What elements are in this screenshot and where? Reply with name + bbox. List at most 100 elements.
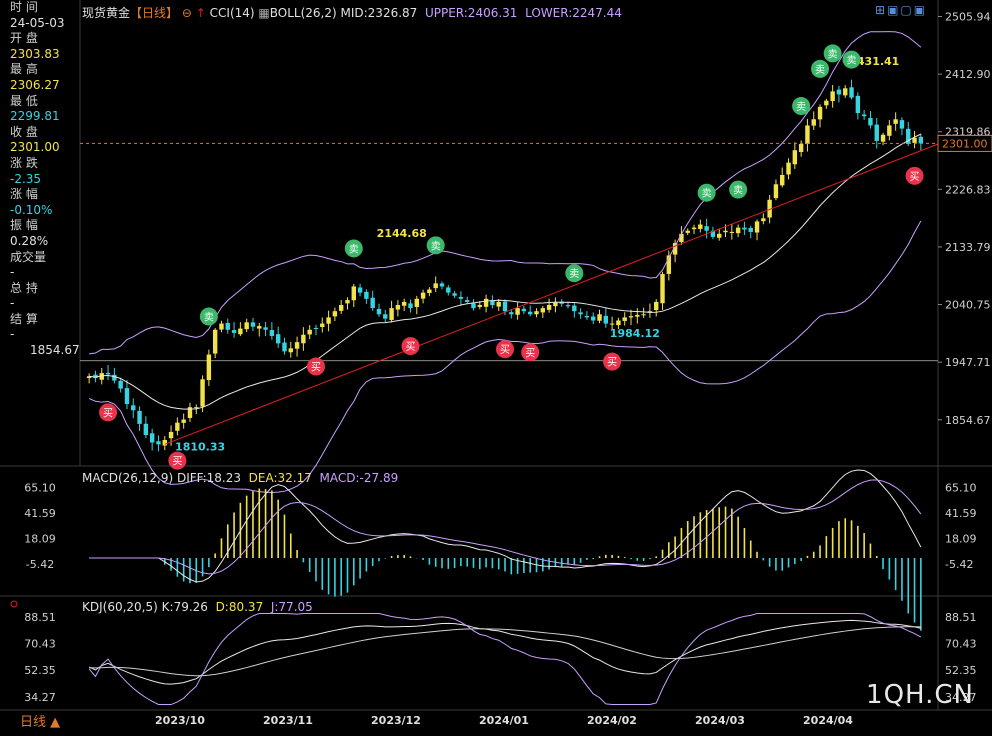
candle-body — [735, 227, 741, 234]
sell-signal — [842, 50, 861, 69]
boll-label[interactable]: BOLL(26,2) — [269, 6, 337, 20]
candle-body — [798, 144, 804, 152]
kdj-header: KDJ(60,20,5) K:79.26 D:80.37 J:77.05 — [82, 600, 313, 614]
settle-value: - — [10, 327, 15, 342]
candle-body — [93, 374, 98, 379]
buy-signal — [521, 343, 540, 362]
kdj-d: D:80.37 — [215, 600, 264, 614]
candle-body — [471, 303, 476, 309]
buy-signal-label: 买 — [500, 344, 510, 356]
candle-body — [698, 224, 703, 229]
candle-body — [420, 292, 426, 299]
open-value: 2303.83 — [10, 46, 60, 61]
sell-signal-label: 卖 — [431, 240, 441, 252]
sell-signal — [792, 97, 811, 116]
minimize-icon[interactable]: ▣ — [887, 3, 901, 17]
candle-body — [395, 305, 401, 310]
candle-body — [338, 305, 344, 311]
candle-body — [326, 317, 331, 324]
buy-signal-label: 买 — [607, 357, 617, 369]
candle-body — [609, 323, 615, 325]
price-axis-label: 2040.75 — [945, 299, 991, 312]
candle-body — [433, 283, 438, 289]
candle-body — [231, 330, 237, 333]
cci-icon: ↑ — [195, 6, 206, 20]
candle-body — [591, 316, 596, 321]
pct-label: 涨 幅 — [10, 187, 38, 202]
kdj-title[interactable]: KDJ(60,20,5) — [82, 600, 158, 614]
candle-body — [521, 308, 527, 312]
buy-signal — [99, 403, 118, 422]
candle-body — [849, 87, 854, 98]
candle-body — [464, 300, 470, 302]
high-value: 2306.27 — [10, 77, 60, 92]
sell-signal — [729, 180, 748, 199]
candle-body — [792, 150, 798, 165]
kdj-axis-label: 52.35 — [945, 664, 977, 677]
candle-body — [817, 106, 823, 120]
settle-label: 结 算 — [10, 311, 38, 326]
macd-title[interactable]: MACD(26,12,9) — [82, 471, 174, 485]
candle-body — [288, 348, 293, 353]
candle-body — [439, 283, 445, 287]
macd-axis-label: 65.10 — [945, 481, 977, 494]
price-axis-label: 1854.67 — [945, 414, 991, 427]
buy-signal — [496, 340, 514, 359]
period-tab[interactable]: 日线 ▲ — [20, 715, 61, 730]
macd-value: MACD:-27.89 — [319, 471, 399, 485]
candle-body — [282, 342, 287, 352]
candle-body — [855, 95, 861, 114]
settings-icon[interactable]: ⊖ — [181, 6, 192, 20]
candle-body — [515, 308, 520, 315]
buy-signal — [905, 166, 924, 185]
amp-label: 振 幅 — [10, 218, 38, 233]
kdj-j-line — [88, 612, 922, 706]
candle-body — [137, 410, 142, 424]
boll-lower-line — [88, 220, 922, 493]
macd-dea-line — [89, 479, 922, 575]
candle-body — [124, 388, 130, 405]
sell-signal — [823, 44, 842, 63]
buy-signal — [168, 451, 187, 470]
kdj-axis-label: 34.27 — [945, 691, 977, 704]
cci-label[interactable]: CCI(14) — [209, 6, 255, 20]
amp-value: 0.28% — [10, 233, 49, 248]
low-label: 最 低 — [10, 93, 38, 108]
window-controls: ⊞▣▢▣ — [875, 3, 927, 17]
boll-lower: LOWER:2247.44 — [525, 6, 622, 20]
close-icon[interactable]: ▣ — [913, 3, 928, 17]
candle-body — [294, 342, 300, 349]
open-label: 开 盘 — [10, 31, 38, 46]
change-label: 涨 跌 — [10, 155, 38, 170]
float-icon[interactable]: ▢ — [900, 3, 914, 17]
candle-body — [534, 311, 539, 315]
last-price-tag — [937, 134, 992, 152]
instrument-name[interactable]: 现货黄金 — [82, 6, 131, 20]
fullscreen-icon[interactable]: ⊞ — [875, 3, 888, 17]
candle-body — [401, 301, 407, 306]
sell-signal — [697, 183, 716, 202]
candle-body — [704, 226, 709, 231]
kdj-axis-label-left: 88.51 — [24, 611, 56, 624]
buy-signal — [603, 352, 622, 371]
oi-label: 总 持 — [10, 280, 38, 295]
macd-axis-label-left: 41.59 — [24, 507, 56, 520]
price-annotation: 2144.68 — [377, 227, 427, 240]
candle-body — [250, 322, 256, 327]
kdj-axis-label-left: 34.27 — [24, 691, 56, 704]
main-header: 现货黄金【日线】 ⊖ ↑ CCI(14) ▦BOLL(26,2) MID:232… — [82, 4, 622, 21]
candle-body — [376, 308, 382, 315]
trend-line — [164, 143, 939, 445]
macd-axis-label: 18.09 — [945, 532, 977, 545]
candle-body — [112, 374, 117, 381]
candle-body — [603, 315, 609, 324]
sell-signal-label: 卖 — [796, 101, 806, 113]
boll-icon: ▦ — [258, 6, 270, 20]
candle-body — [672, 243, 678, 255]
candle-body — [162, 439, 167, 446]
period-label[interactable]: 【日线】 — [130, 6, 179, 20]
candle-body — [414, 298, 419, 307]
candle-body — [918, 136, 924, 144]
high-label: 最 高 — [10, 62, 38, 77]
